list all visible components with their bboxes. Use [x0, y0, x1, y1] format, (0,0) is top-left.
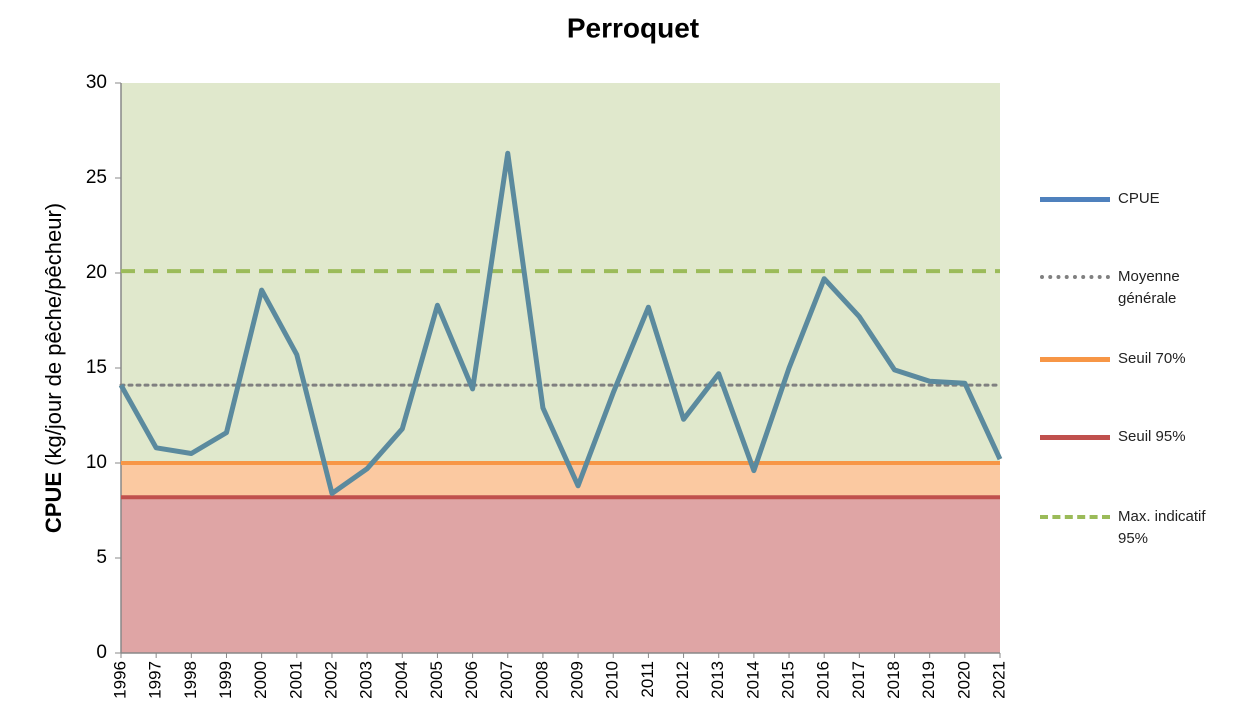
x-tick-label: 2019 [919, 661, 938, 699]
x-tick-label: 1996 [110, 661, 129, 699]
x-tick-label: 2001 [286, 661, 305, 699]
y-tick-label: 25 [86, 167, 107, 188]
x-tick-label: 2016 [814, 661, 833, 699]
x-tick-label: 2021 [989, 661, 1008, 699]
legend-label: Max. indicatif 95% [1118, 508, 1206, 547]
x-tick-label: 2002 [321, 661, 340, 699]
legend-label: Seuil 70% [1118, 350, 1186, 367]
legend-label: CPUE [1118, 190, 1160, 207]
data-line [118, 150, 1003, 496]
y-tick-label: 30 [86, 72, 107, 93]
x-tick-label: 2005 [427, 661, 446, 699]
legend-swatch [1040, 197, 1110, 202]
y-tick-label: 10 [86, 452, 107, 473]
y-tick-label: 5 [96, 547, 107, 568]
x-tick-label: 2003 [357, 661, 376, 699]
legend-swatch [1040, 275, 1110, 279]
x-tick-label: 1997 [146, 661, 165, 699]
x-tick-label: 2007 [497, 661, 516, 699]
legend-swatch [1040, 357, 1110, 362]
legend-label: Seuil 95% [1118, 428, 1186, 445]
x-tick-label: 2017 [849, 661, 868, 699]
x-tick-label: 2010 [603, 661, 622, 699]
x-tick-label: 2015 [779, 661, 798, 699]
x-tick-label: 2009 [568, 661, 587, 699]
legend-swatch [1040, 435, 1110, 440]
x-tick-label: 2020 [954, 661, 973, 699]
y-axis-label-unit: (kg/jour de pêche/pêcheur) [41, 203, 66, 466]
legend-label: Moyenne générale [1118, 268, 1180, 307]
x-tick-label: 2008 [532, 661, 551, 699]
x-tick-label: 2013 [708, 661, 727, 699]
x-tick-label: 2018 [884, 661, 903, 699]
x-tick-label: 2014 [743, 661, 762, 699]
x-tick-label: 1998 [181, 661, 200, 699]
x-tick-label: 2006 [462, 661, 481, 699]
threshold-band [121, 497, 1000, 653]
y-axis-label: CPUE (kg/jour de pêche/pêcheur) [41, 203, 66, 533]
y-tick-label: 20 [86, 262, 107, 283]
y-tick-label: 0 [96, 642, 107, 663]
x-tick-label: 2000 [251, 661, 270, 699]
x-tick-label: 2011 [638, 661, 657, 698]
x-tick-label: 1999 [216, 661, 235, 699]
legend-swatch [1040, 515, 1110, 519]
y-tick-label: 15 [86, 357, 107, 378]
y-axis-label-bold: CPUE [41, 472, 66, 533]
x-tick-label: 2004 [392, 661, 411, 699]
x-tick-label: 2012 [673, 661, 692, 699]
chart-title: Perroquet [567, 12, 699, 43]
